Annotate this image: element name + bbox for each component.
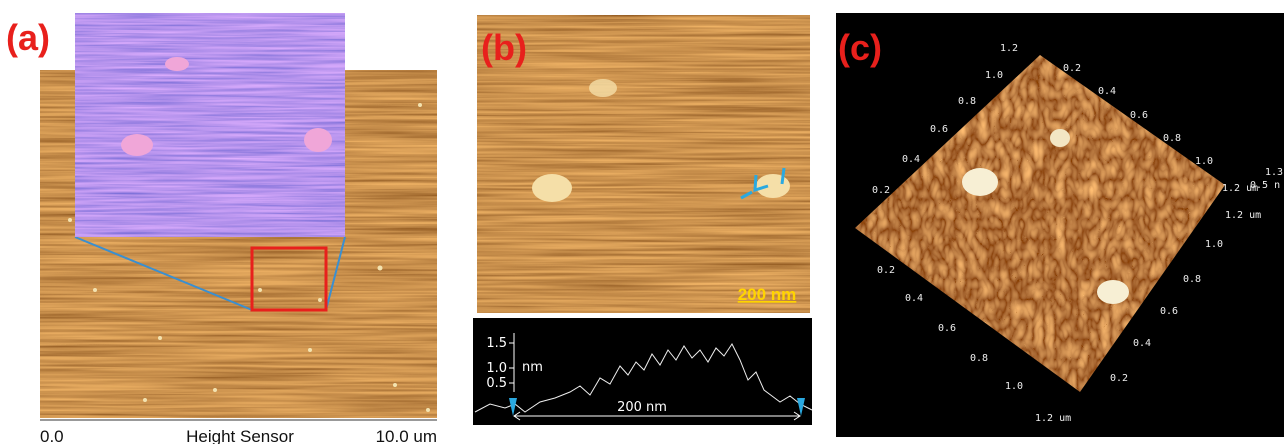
- scale-end: 10.0 um: [376, 427, 437, 444]
- scale-bar: 200 nm: [738, 285, 797, 304]
- axis-label: 0.6: [930, 124, 948, 135]
- panel-label: (c): [838, 27, 882, 68]
- axis-label: 0.2: [1110, 373, 1128, 384]
- profile-unit: nm: [522, 360, 543, 375]
- y-tick-label: 1.5: [486, 336, 507, 351]
- panel-label: (b): [481, 27, 527, 68]
- axis-label: 0.2: [1063, 63, 1081, 74]
- span-label: 200 nm: [617, 400, 667, 415]
- feature: [962, 168, 998, 196]
- scale-start: 0.0: [40, 427, 64, 444]
- axis-label: 0.8: [970, 353, 988, 364]
- axis-label: 1.3: [1265, 167, 1283, 178]
- axis-label: 0.4: [1133, 338, 1151, 349]
- y-tick-label: 1.0: [486, 361, 507, 376]
- axis-label: 1.0: [1195, 156, 1213, 167]
- axis-label: 1.2 um: [1035, 413, 1071, 424]
- axis-label: 0.4: [902, 154, 920, 165]
- feature: [1097, 280, 1129, 304]
- axis-label: 1.0: [985, 70, 1003, 81]
- axis-label: 0.2: [872, 185, 890, 196]
- inset-image: [75, 13, 345, 237]
- axis-label: 0.4: [1098, 86, 1116, 97]
- axis-label: 0.8: [1183, 274, 1201, 285]
- axis-label: 1.2: [1000, 43, 1018, 54]
- axis-label: 0.6: [1130, 110, 1148, 121]
- axis-label: 0.8: [1163, 133, 1181, 144]
- scale-title: Height Sensor: [186, 427, 294, 444]
- axis-label: 1.2 um: [1225, 210, 1261, 221]
- axis-label: 0.6: [938, 323, 956, 334]
- axis-label: 0.5 n: [1250, 180, 1280, 191]
- axis-label: 0.6: [1160, 306, 1178, 317]
- figure: (a) 0.0 Height Sensor 10.0 um (b) 200 nm…: [0, 0, 1284, 444]
- feature: [1050, 129, 1070, 147]
- y-tick-label: 0.5: [486, 376, 507, 391]
- axis-label: 1.0: [1005, 381, 1023, 392]
- panel-label: (a): [6, 17, 50, 58]
- axis-label: 0.4: [905, 293, 923, 304]
- axis-label: 0.8: [958, 96, 976, 107]
- axis-label: 0.2: [877, 265, 895, 276]
- axis-label: 1.0: [1205, 239, 1223, 250]
